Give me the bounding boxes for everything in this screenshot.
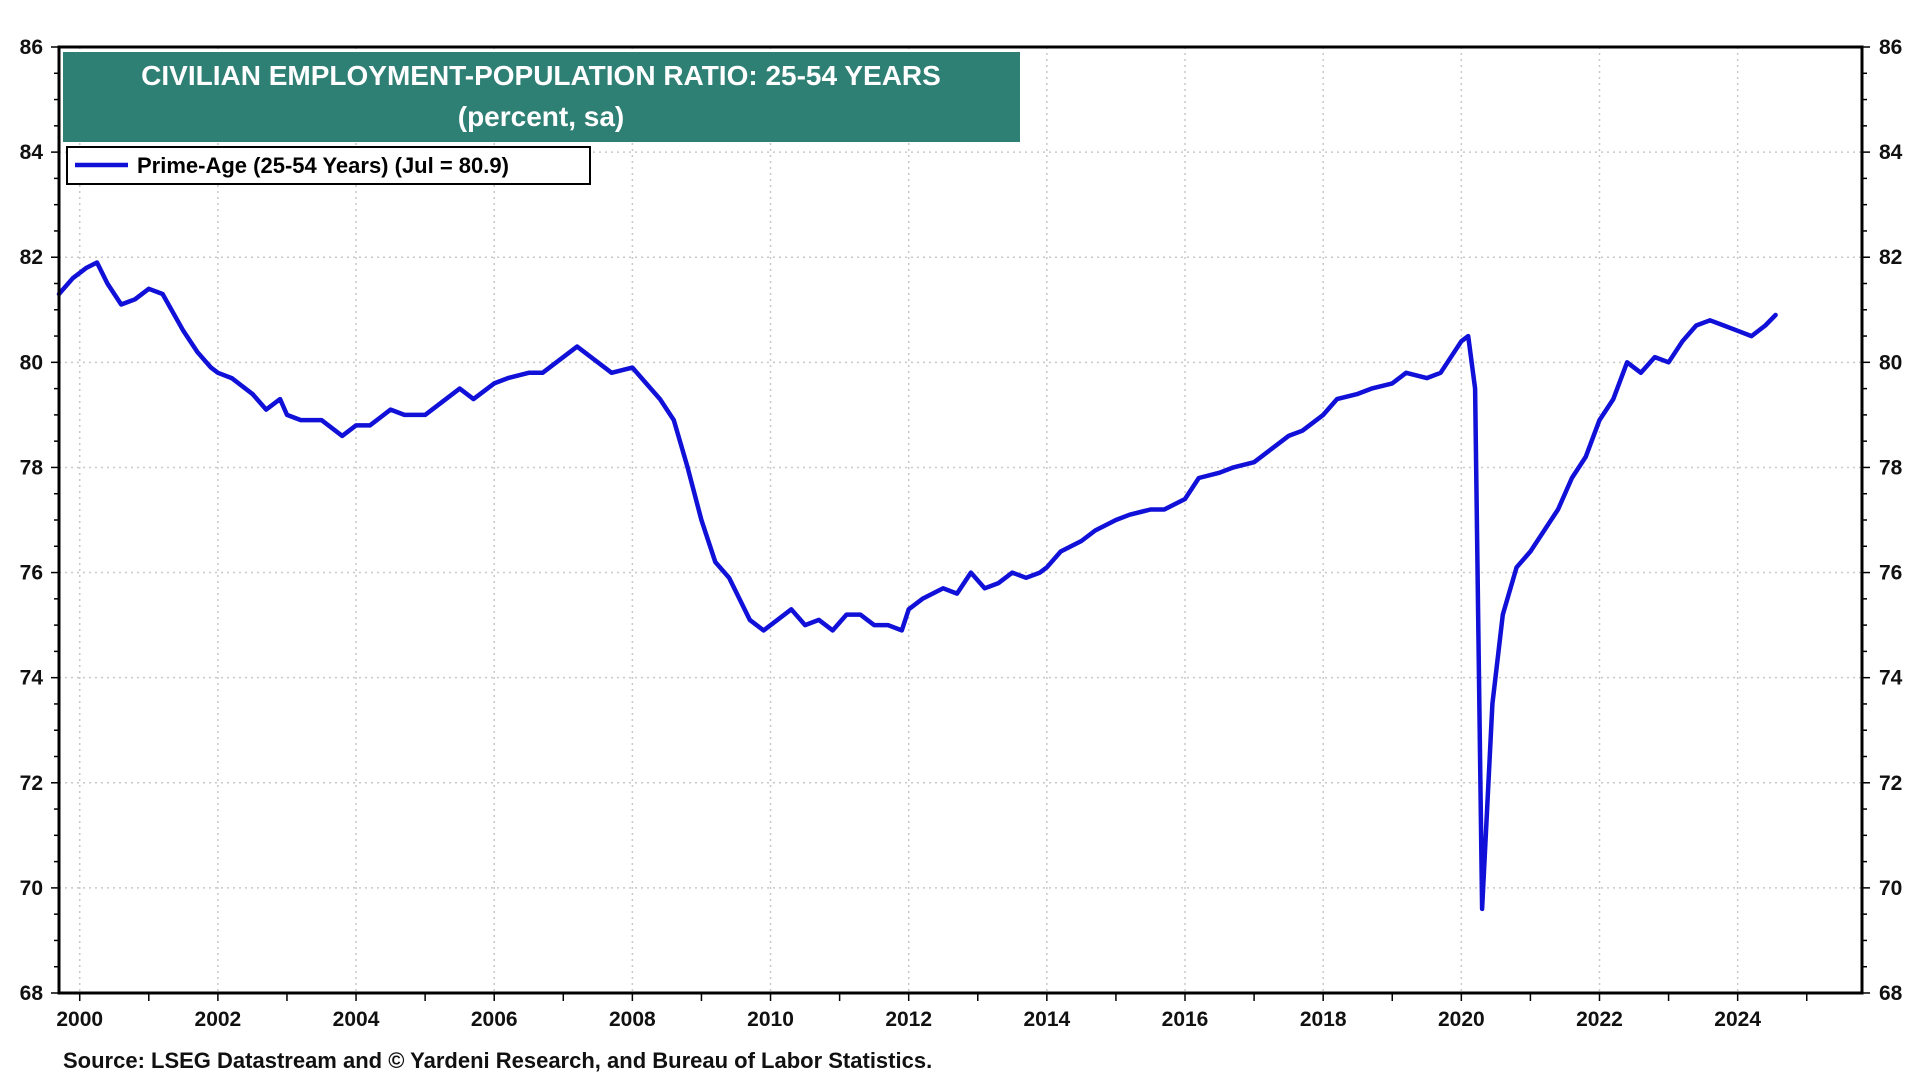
x-tick-label: 2006	[471, 1008, 518, 1031]
x-tick-label: 2000	[56, 1008, 103, 1031]
legend-label: Prime-Age (25-54 Years) (Jul = 80.9)	[137, 153, 509, 178]
y-tick-label-left: 84	[20, 141, 44, 164]
x-tick-label: 2008	[609, 1008, 656, 1031]
x-tick-label: 2016	[1162, 1008, 1209, 1031]
grid	[59, 47, 1862, 993]
title-background	[63, 52, 1020, 142]
y-tick-label-right: 74	[1879, 667, 1903, 690]
legend-box	[66, 146, 591, 185]
x-tick-label: 2014	[1023, 1008, 1070, 1031]
y-tick-label-right: 78	[1879, 456, 1903, 479]
y-tick-label-left: 76	[20, 562, 43, 585]
y-tick-label-right: 82	[1879, 246, 1902, 269]
y-tick-label-left: 80	[20, 351, 43, 374]
y-tick-label-left: 70	[20, 877, 43, 900]
chart-subtitle: (percent, sa)	[458, 101, 625, 132]
plot-frame	[57, 45, 1864, 995]
y-axis-tick-marks	[51, 46, 1870, 994]
y-axis-left-labels: 68 70 72 74 76 78 80 82 84 86	[20, 36, 44, 1005]
y-tick-label-left: 82	[20, 246, 43, 269]
y-tick-label-left: 86	[20, 36, 43, 59]
y-tick-label-right: 80	[1879, 351, 1902, 374]
x-tick-label: 2020	[1438, 1008, 1485, 1031]
x-tick-label: 2022	[1576, 1008, 1623, 1031]
y-axis-right-labels: 68 70 72 74 76 78 80 82 84 86	[1879, 36, 1903, 1005]
y-tick-label-left: 74	[20, 667, 44, 690]
y-tick-label-left: 78	[20, 456, 44, 479]
y-tick-label-right: 70	[1879, 877, 1902, 900]
x-tick-label: 2004	[333, 1008, 380, 1031]
source-note: Source: LSEG Datastream and © Yardeni Re…	[63, 1048, 932, 1073]
x-tick-label: 2024	[1714, 1008, 1761, 1031]
title-box: CIVILIAN EMPLOYMENT-POPULATION RATIO: 25…	[63, 52, 1020, 142]
x-tick-label: 2012	[885, 1008, 932, 1031]
x-tick-label: 2018	[1300, 1008, 1347, 1031]
y-tick-label-right: 84	[1879, 141, 1903, 164]
chart-title: CIVILIAN EMPLOYMENT-POPULATION RATIO: 25…	[141, 60, 941, 91]
y-tick-label-right: 86	[1879, 36, 1902, 59]
y-tick-label-left: 72	[20, 772, 43, 795]
legend: Prime-Age (25-54 Years) (Jul = 80.9)	[66, 146, 591, 185]
y-tick-label-right: 72	[1879, 772, 1902, 795]
y-tick-label-right: 76	[1879, 562, 1902, 585]
x-axis-labels: 2000 2002 2004 2006 2008 2010 2012 2014 2016 2018…	[56, 1008, 1761, 1031]
x-tick-label: 2010	[747, 1008, 794, 1031]
y-tick-label-left: 68	[20, 982, 44, 1005]
x-tick-label: 2002	[195, 1008, 242, 1031]
y-tick-label-right: 68	[1879, 982, 1903, 1005]
series-line-prime-age	[56, 260, 1778, 912]
